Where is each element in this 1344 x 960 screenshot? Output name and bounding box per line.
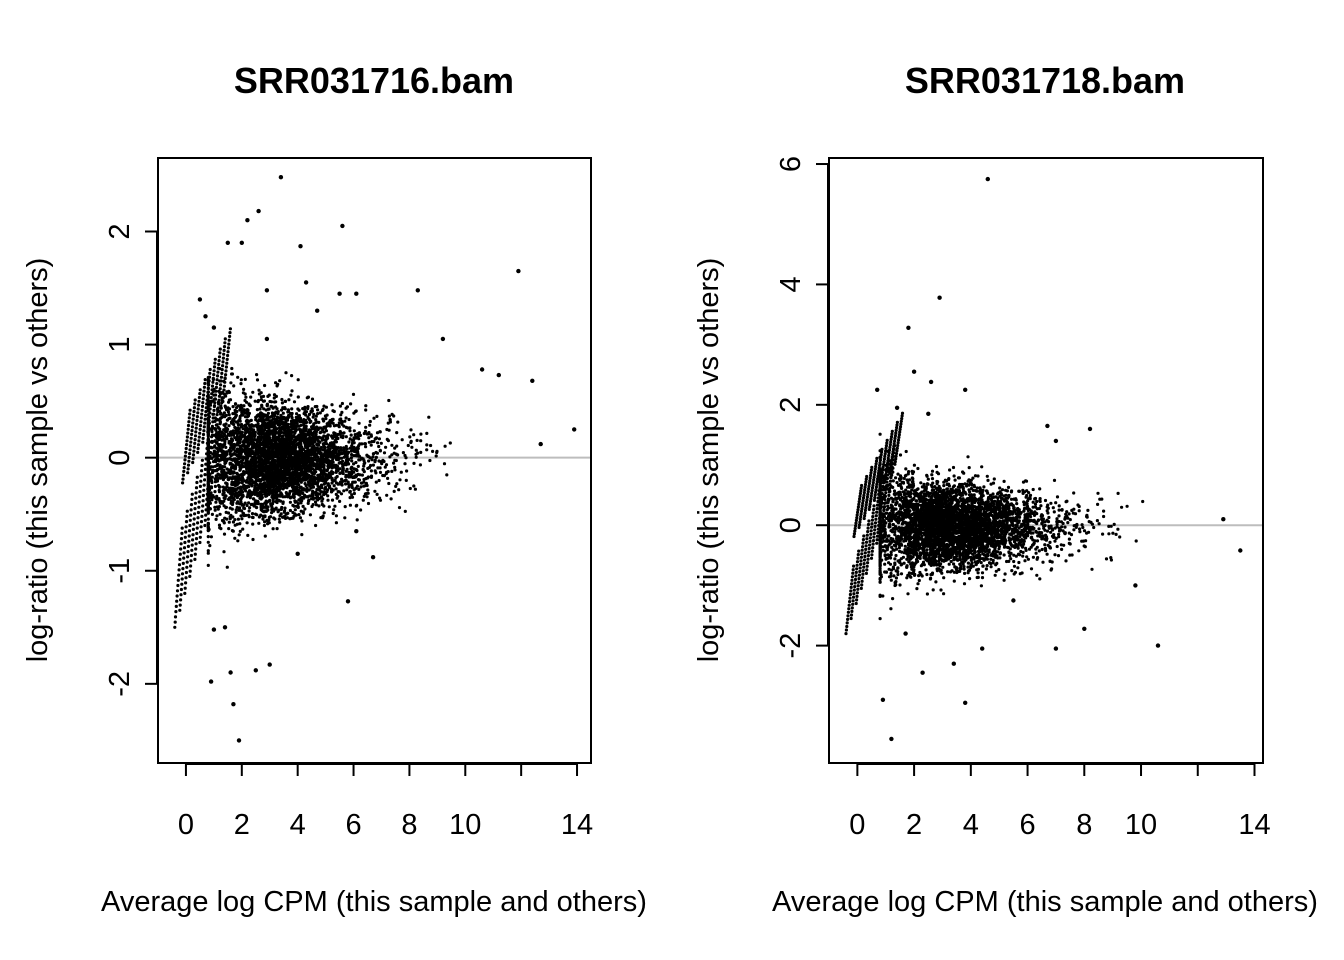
data-point — [928, 379, 934, 385]
data-point — [228, 670, 233, 675]
x-axis-label: Average log CPM (this sample and others) — [101, 886, 647, 918]
data-point — [354, 291, 359, 296]
plot-area: 0 2 4 6 8 10 14 -2 -1 0 1 2 — [104, 157, 593, 841]
data-point — [980, 646, 985, 651]
point-cloud — [844, 411, 1145, 636]
x-tick-label: 0 — [178, 809, 194, 841]
y-tick-label: -1 — [104, 558, 136, 584]
data-point — [1221, 517, 1226, 522]
data-point — [340, 223, 345, 229]
data-point — [315, 308, 320, 313]
x-tick-label: 14 — [1238, 809, 1270, 841]
data-point — [370, 555, 376, 560]
data-point — [1238, 548, 1243, 553]
data-point — [926, 411, 931, 416]
data-point — [264, 336, 270, 342]
x-tick-label: 14 — [561, 809, 593, 841]
data-point — [880, 697, 886, 702]
data-point — [345, 599, 351, 604]
point-cloud — [173, 327, 452, 629]
data-point — [530, 378, 535, 383]
x-axis-label: Average log CPM (this sample and others) — [772, 886, 1318, 918]
x-tick-label: 8 — [1076, 809, 1092, 841]
data-point — [951, 661, 956, 666]
data-point — [1155, 643, 1161, 648]
y-axis-label: log-ratio (this sample vs others) — [693, 258, 725, 663]
y-tick-label: 0 — [775, 517, 807, 533]
data-point — [267, 662, 272, 667]
data-point — [211, 627, 217, 632]
data-point — [1133, 583, 1138, 588]
data-point — [239, 240, 244, 245]
x-tick-label: 6 — [1019, 809, 1035, 841]
data-point — [256, 208, 261, 214]
data-point — [1082, 626, 1087, 631]
data-point — [1053, 646, 1059, 651]
panel-srr031718: SRR031718.bam log-ratio (this sample vs … — [693, 60, 1318, 918]
panel-srr031716: SRR031716.bam log-ratio (this sample vs … — [22, 60, 647, 918]
data-point — [479, 367, 485, 372]
data-point — [295, 551, 300, 556]
y-tick-label: -2 — [775, 633, 807, 659]
data-point — [1045, 423, 1050, 429]
data-point — [415, 288, 420, 293]
x-tick-label: 10 — [449, 809, 481, 841]
data-point — [337, 291, 342, 296]
y-tick-label: 4 — [775, 276, 807, 292]
data-point — [963, 387, 968, 392]
data-point — [211, 325, 217, 330]
data-point — [963, 700, 968, 705]
data-point — [985, 176, 990, 182]
data-point — [1011, 598, 1016, 603]
data-point — [572, 427, 577, 432]
data-point — [197, 297, 203, 302]
data-point — [236, 738, 242, 743]
x-tick-label: 0 — [849, 809, 865, 841]
data-point — [1053, 438, 1059, 444]
chart-title: SRR031718.bam — [905, 60, 1185, 101]
y-tick-label: 0 — [104, 450, 136, 466]
data-point — [231, 702, 236, 707]
x-tick-label: 10 — [1125, 809, 1157, 841]
data-point — [222, 625, 228, 630]
data-point — [245, 218, 250, 223]
data-point — [303, 280, 309, 285]
data-point — [278, 175, 284, 180]
y-tick-label: -2 — [104, 671, 136, 697]
data-point — [208, 679, 214, 684]
data-point — [875, 387, 880, 392]
data-point — [906, 325, 911, 330]
data-point — [538, 441, 543, 447]
data-point — [253, 668, 258, 673]
data-point — [903, 631, 908, 636]
y-tick-label: 1 — [104, 337, 136, 353]
data-point — [496, 372, 501, 378]
y-tick-label: 2 — [104, 223, 136, 239]
x-tick-label: 2 — [234, 809, 250, 841]
data-point — [203, 314, 208, 319]
data-point — [889, 736, 894, 742]
data-point — [354, 529, 359, 534]
x-tick-label: 6 — [345, 809, 361, 841]
data-point — [264, 288, 270, 293]
data-point — [911, 369, 917, 374]
data-point — [516, 268, 521, 274]
data-point — [937, 295, 942, 300]
plot-area: 0 2 4 6 8 10 14 -2 0 2 4 6 — [775, 156, 1271, 841]
data-point — [1087, 426, 1093, 432]
x-tick-label: 4 — [290, 809, 306, 841]
y-axis-label: log-ratio (this sample vs others) — [22, 258, 54, 663]
data-point — [894, 405, 900, 410]
data-point — [920, 670, 925, 675]
y-tick-label: 6 — [775, 156, 807, 172]
data-point — [225, 240, 230, 245]
chart-title: SRR031716.bam — [234, 60, 514, 101]
data-point — [298, 244, 303, 249]
x-tick-label: 8 — [401, 809, 417, 841]
x-tick-label: 4 — [963, 809, 979, 841]
data-point — [440, 336, 446, 342]
x-tick-label: 2 — [906, 809, 922, 841]
y-tick-label: 2 — [775, 397, 807, 413]
